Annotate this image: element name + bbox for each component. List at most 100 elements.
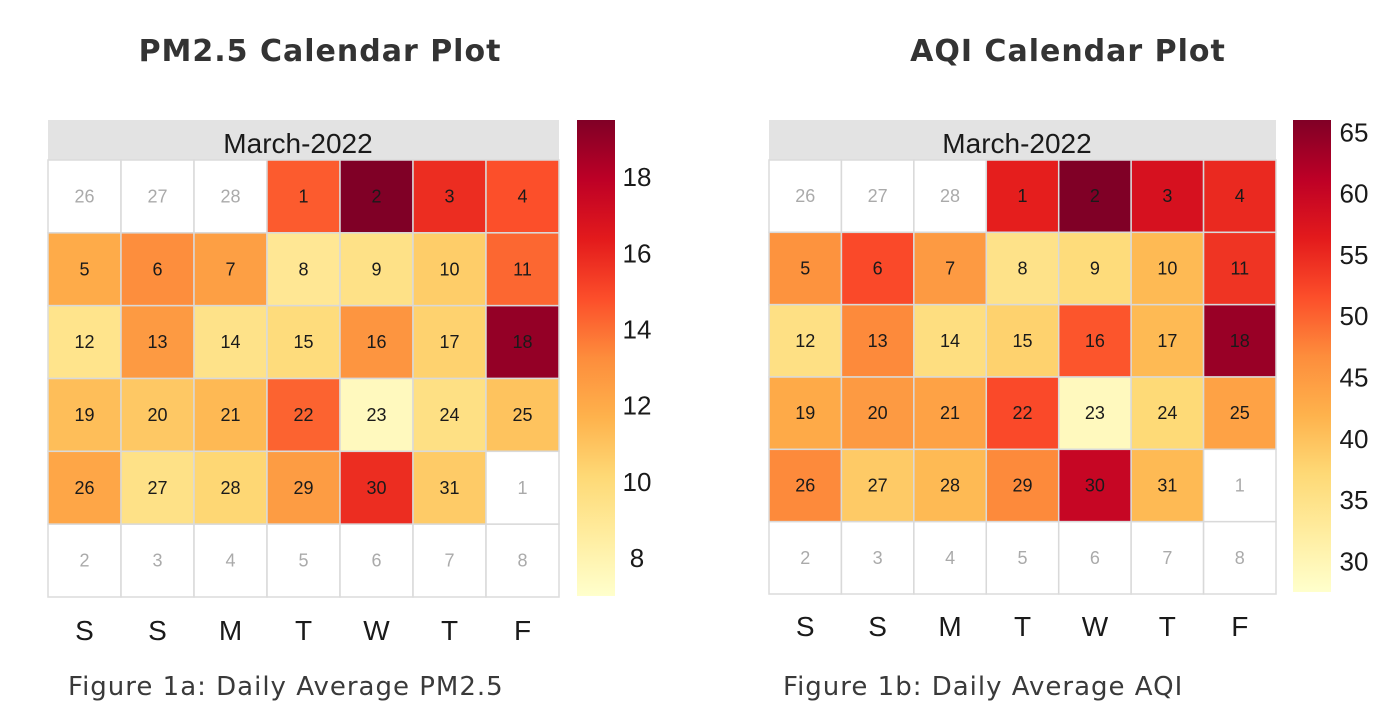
pm25-day-label: 22 — [293, 405, 313, 425]
aqi-day-cell — [1202, 303, 1277, 378]
aqi-colorbar-tick-label: 60 — [1340, 179, 1369, 209]
aqi-weekday-label: T — [1014, 611, 1031, 642]
aqi-grid-border — [768, 159, 1277, 595]
aqi-day-cell — [768, 448, 843, 523]
pm25-day-label: 20 — [147, 405, 167, 425]
aqi-weekday-label: W — [1082, 611, 1109, 642]
pm25-day-label: 2 — [371, 186, 381, 206]
aqi-day-label: 11 — [1230, 259, 1249, 279]
pm25-day-cell — [485, 232, 560, 307]
aqi-day-cell — [1202, 448, 1277, 523]
aqi-day-label: 17 — [1157, 331, 1177, 351]
pm25-day-cell — [193, 232, 268, 307]
pm25-day-label: 6 — [152, 259, 162, 279]
aqi-day-label: 7 — [1162, 548, 1172, 568]
aqi-weekday-label: S — [796, 611, 815, 642]
pm25-day-label: 28 — [220, 186, 240, 206]
pm25-day-label: 26 — [74, 478, 94, 498]
pm25-month-strip — [48, 120, 559, 160]
aqi-day-cell — [840, 520, 915, 595]
aqi-weekday-label: T — [1159, 611, 1176, 642]
aqi-day-label: 26 — [795, 186, 815, 206]
pm25-day-cell — [120, 304, 195, 380]
pm25-day-label: 15 — [293, 332, 313, 352]
pm25-weekday-label: M — [219, 615, 242, 646]
aqi-day-label: 28 — [940, 186, 960, 206]
pm25-weekday-label: F — [514, 615, 531, 646]
aqi-day-cell — [768, 376, 843, 451]
aqi-day-cell — [1130, 303, 1205, 378]
pm25-weekday-label: T — [441, 615, 458, 646]
pm25-day-label: 7 — [225, 259, 235, 279]
aqi-day-label: 14 — [940, 331, 960, 351]
aqi-day-cell — [840, 448, 915, 523]
pm25-chart-title: PM2.5 Calendar Plot — [139, 34, 502, 69]
aqi-weekday-label: M — [938, 611, 961, 642]
pm25-day-label: 30 — [366, 478, 386, 498]
pm25-day-cell — [47, 377, 122, 453]
aqi-day-label: 2 — [1090, 186, 1100, 206]
aqi-colorbar-tick-label: 45 — [1340, 362, 1369, 392]
aqi-day-label: 30 — [1085, 476, 1105, 496]
pm25-day-label: 13 — [147, 332, 167, 352]
pm25-calendar-panel: PM2.5 Calendar Plot March-2022 26 27 28 1 2 3… — [47, 34, 652, 702]
pm25-day-cell — [193, 523, 268, 598]
pm25-day-cell — [266, 304, 341, 380]
aqi-figure-caption: Figure 1b: Daily Average AQI — [783, 672, 1183, 702]
pm25-day-label: 26 — [74, 186, 94, 206]
pm25-day-label: 24 — [439, 405, 459, 425]
aqi-day-cell — [1202, 520, 1277, 595]
pm25-day-label: 9 — [371, 259, 381, 279]
pm25-day-label: 5 — [79, 259, 89, 279]
aqi-day-label: 6 — [873, 259, 883, 279]
pm25-colorbar-tick-label: 18 — [623, 162, 652, 192]
pm25-day-label: 10 — [439, 259, 459, 279]
aqi-day-label: 24 — [1157, 403, 1177, 423]
pm25-month-label: March-2022 — [223, 128, 372, 159]
pm25-day-label: 16 — [366, 332, 386, 352]
pm25-day-cell — [193, 377, 268, 453]
pm25-figure-caption: Figure 1a: Daily Average PM2.5 — [68, 672, 504, 702]
pm25-day-label: 2 — [79, 551, 89, 571]
aqi-day-label: 12 — [795, 331, 815, 351]
aqi-day-cell — [1057, 231, 1132, 306]
pm25-weekday-label: T — [295, 615, 312, 646]
pm25-day-cell — [193, 450, 268, 525]
pm25-day-label: 7 — [444, 551, 454, 571]
aqi-day-label: 19 — [795, 403, 815, 423]
aqi-colorbar — [1293, 120, 1331, 592]
pm25-colorbar-ticks: 18 16 14 12 10 8 — [623, 162, 652, 573]
aqi-month-label: March-2022 — [942, 128, 1091, 159]
pm25-day-label: 8 — [517, 551, 527, 571]
aqi-day-cell — [985, 159, 1060, 234]
aqi-day-cell — [985, 520, 1060, 595]
aqi-day-label: 21 — [940, 403, 960, 423]
pm25-day-label: 6 — [371, 551, 381, 571]
aqi-calendar-panel: AQI Calendar Plot March-2022 26 27 28 1 2 3 45… — [768, 34, 1369, 702]
aqi-day-label: 5 — [1017, 548, 1027, 568]
aqi-day-cell — [840, 303, 915, 378]
aqi-day-label: 29 — [1012, 476, 1032, 496]
pm25-weekday-label: W — [363, 615, 390, 646]
aqi-day-label: 22 — [1012, 403, 1032, 423]
aqi-day-label: 10 — [1157, 259, 1177, 279]
pm25-day-cell — [193, 159, 268, 234]
aqi-day-cell — [913, 303, 988, 378]
pm25-day-label: 18 — [512, 332, 532, 352]
aqi-colorbar-tick-label: 50 — [1340, 301, 1369, 331]
pm25-day-cell — [120, 377, 195, 453]
pm25-day-label: 8 — [298, 259, 308, 279]
pm25-day-cell — [193, 304, 268, 380]
pm25-day-label: 14 — [220, 332, 240, 352]
pm25-day-cell — [47, 159, 122, 234]
aqi-colorbar-ticks: 65 60 55 50 45 40 35 30 — [1340, 117, 1369, 576]
aqi-day-label: 26 — [795, 476, 815, 496]
pm25-day-cell — [412, 232, 487, 307]
pm25-colorbar-tick-label: 10 — [623, 467, 652, 497]
aqi-day-cell — [985, 231, 1060, 306]
aqi-day-label: 25 — [1230, 403, 1250, 423]
pm25-day-label: 11 — [513, 259, 532, 279]
pm25-day-cell — [120, 232, 195, 307]
